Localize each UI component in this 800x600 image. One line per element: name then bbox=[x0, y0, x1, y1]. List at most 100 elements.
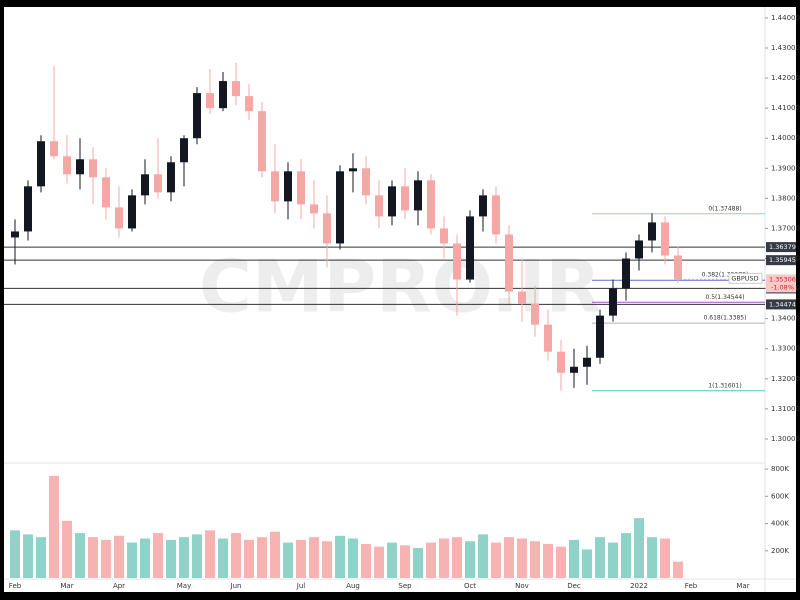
candle-body bbox=[609, 288, 617, 316]
volume-bar bbox=[530, 541, 540, 578]
candle-body bbox=[193, 93, 201, 139]
fib-label: 0.618(1.3385) bbox=[704, 315, 747, 322]
x-tick-label: Jul bbox=[296, 582, 306, 590]
y-tick-label: 1.37000 bbox=[771, 224, 800, 232]
candle-body bbox=[115, 207, 123, 229]
chart-background bbox=[4, 7, 796, 592]
volume-bar bbox=[543, 543, 553, 578]
volume-bar bbox=[556, 546, 566, 578]
volume-bar bbox=[439, 538, 449, 578]
volume-tick-label: 400K bbox=[771, 520, 789, 528]
y-tick-label: 1.42000 bbox=[771, 74, 800, 82]
price-label-box bbox=[766, 242, 796, 253]
fib-label: 0.5(1.34544) bbox=[705, 294, 744, 301]
volume-tick-label: 800K bbox=[771, 465, 789, 473]
x-tick-label: Oct bbox=[464, 582, 476, 590]
volume-bar bbox=[231, 533, 241, 578]
volume-bar bbox=[127, 542, 137, 578]
candle-body bbox=[154, 174, 162, 193]
y-tick-label: 1.43000 bbox=[771, 44, 800, 52]
volume-bar bbox=[309, 537, 319, 578]
fib-label: 0(1.37488) bbox=[708, 205, 741, 212]
volume-bar bbox=[426, 542, 436, 578]
volume-bar bbox=[62, 520, 72, 578]
volume-bar bbox=[166, 539, 176, 578]
last-price-box bbox=[766, 274, 796, 293]
candle-body bbox=[128, 195, 136, 229]
volume-bar bbox=[205, 530, 215, 578]
x-tick-label: Sep bbox=[398, 582, 412, 590]
volume-bar bbox=[595, 537, 605, 578]
volume-bar bbox=[413, 548, 423, 578]
candle-body bbox=[245, 96, 253, 112]
y-tick-label: 1.44000 bbox=[771, 14, 800, 22]
volume-bar bbox=[387, 542, 397, 578]
price-label-box bbox=[766, 255, 796, 266]
candle-body bbox=[323, 213, 331, 244]
volume-bar bbox=[621, 533, 631, 578]
candle-body bbox=[505, 234, 513, 292]
candle-body bbox=[232, 81, 240, 97]
volume-bar bbox=[361, 543, 371, 578]
volume-bar bbox=[335, 535, 345, 578]
last-price-label: 1.35306 bbox=[769, 275, 796, 283]
volume-tick-label: 200K bbox=[771, 547, 789, 555]
volume-bar bbox=[101, 539, 111, 578]
y-tick-label: 1.40000 bbox=[771, 134, 800, 142]
candle-body bbox=[414, 180, 422, 211]
y-tick-label: 1.38000 bbox=[771, 194, 800, 202]
volume-bar bbox=[244, 539, 254, 578]
volume-bar bbox=[400, 545, 410, 578]
candle-body bbox=[206, 93, 214, 109]
x-tick-label: Dec bbox=[567, 582, 581, 590]
volume-bar bbox=[75, 533, 85, 578]
volume-bar bbox=[23, 534, 33, 578]
candle-body bbox=[401, 186, 409, 211]
candle-body bbox=[596, 315, 604, 358]
x-tick-label: Apr bbox=[113, 582, 125, 590]
candle-body bbox=[466, 216, 474, 280]
candle-body bbox=[635, 240, 643, 259]
volume-bar bbox=[179, 537, 189, 578]
volume-bar bbox=[270, 531, 280, 578]
candle-body bbox=[362, 168, 370, 196]
candle-body bbox=[50, 141, 58, 157]
volume-bar bbox=[153, 533, 163, 578]
x-tick-label: May bbox=[177, 582, 191, 590]
candle-body bbox=[622, 258, 630, 289]
symbol-label: GBPUSD bbox=[731, 274, 758, 282]
price-label-box bbox=[766, 299, 796, 310]
volume-bar bbox=[647, 537, 657, 578]
volume-bar bbox=[504, 537, 514, 578]
y-tick-label: 1.30000 bbox=[771, 435, 800, 443]
candle-body bbox=[388, 186, 396, 217]
price-label: 1.34474 bbox=[769, 300, 796, 308]
candle-body bbox=[531, 303, 539, 325]
x-tick-label: Aug bbox=[346, 582, 360, 590]
candle-body bbox=[11, 231, 19, 238]
x-tick-label: Mar bbox=[60, 582, 73, 590]
volume-bar bbox=[283, 542, 293, 578]
candle-body bbox=[76, 159, 84, 175]
volume-bar bbox=[36, 537, 46, 578]
candle-body bbox=[427, 180, 435, 229]
volume-bar bbox=[660, 538, 670, 578]
y-tick-label: 1.32000 bbox=[771, 375, 800, 383]
volume-bar bbox=[218, 538, 228, 578]
x-tick-label: Mar bbox=[736, 582, 749, 590]
candle-body bbox=[63, 156, 71, 175]
candle-body bbox=[440, 228, 448, 244]
volume-bar bbox=[569, 539, 579, 578]
volume-bar bbox=[10, 530, 20, 578]
candle-body bbox=[89, 159, 97, 178]
candle-body bbox=[557, 351, 565, 373]
symbol-box bbox=[728, 272, 763, 284]
candle-body bbox=[310, 204, 318, 214]
candle-body bbox=[674, 255, 682, 280]
candle-body bbox=[479, 195, 487, 217]
x-tick-label: Feb bbox=[685, 582, 698, 590]
candle-body bbox=[570, 366, 578, 373]
volume-bar bbox=[582, 549, 592, 578]
y-tick-label: 1.33000 bbox=[771, 345, 800, 353]
